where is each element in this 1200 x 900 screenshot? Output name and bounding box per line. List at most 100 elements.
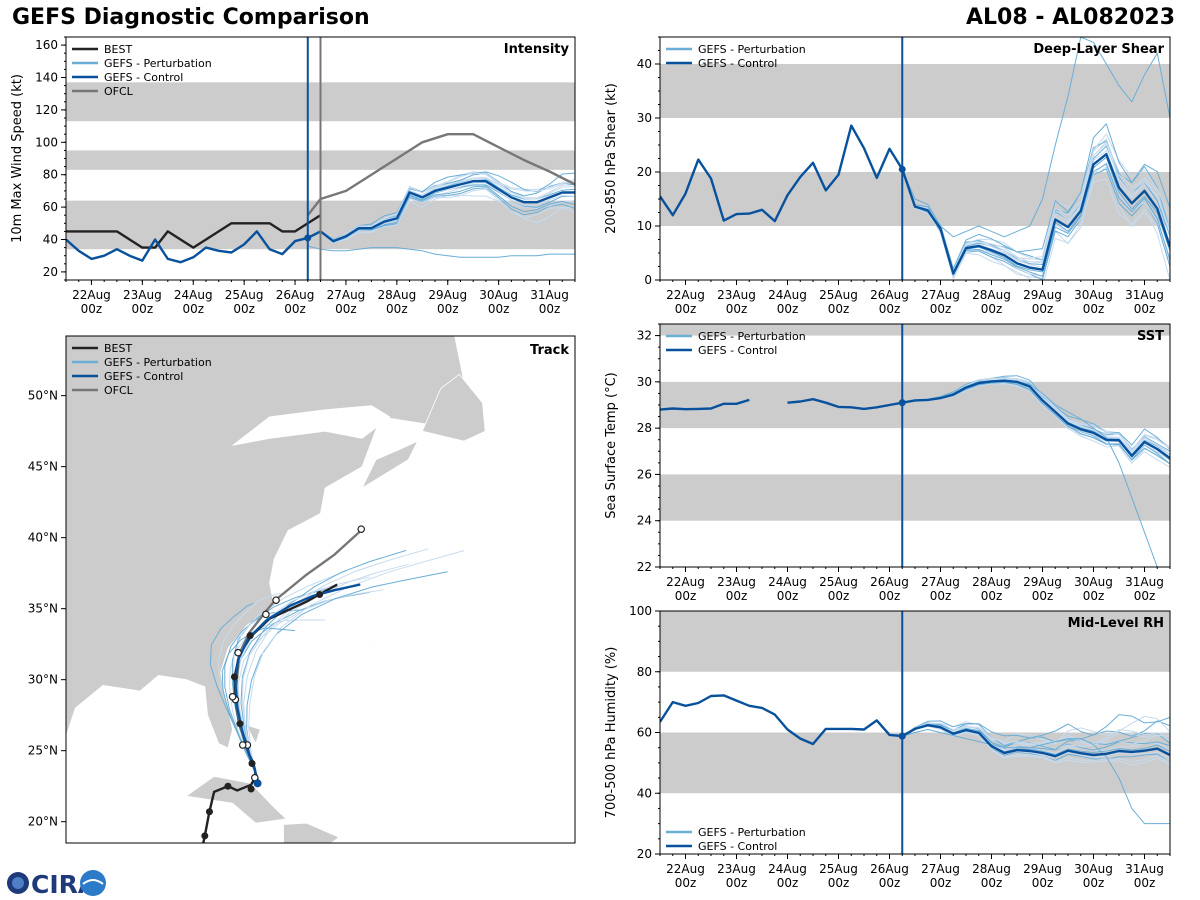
- ensemble-member-line: [307, 177, 575, 241]
- band-0: [660, 172, 1170, 226]
- y-tick-label: 30: [637, 111, 652, 125]
- x-tick-label: 25Aug: [225, 288, 264, 302]
- init-marker: [898, 732, 906, 740]
- x-tick-label: 00z: [726, 589, 748, 603]
- plot-frame: [659, 610, 1171, 855]
- x-tick-label: 23Aug: [717, 288, 756, 302]
- panel-sst: 22242628303222Aug00z23Aug00z24Aug00z25Au…: [604, 323, 1171, 603]
- band-1: [66, 150, 575, 170]
- ensemble-track-line: [248, 550, 465, 784]
- control-track-line: [234, 583, 361, 784]
- x-tick-label: 00z: [777, 876, 799, 890]
- ensemble-member-line: [902, 724, 1170, 755]
- panel-title: Deep-Layer Shear: [1033, 42, 1164, 57]
- best-track-point: [205, 808, 213, 816]
- best-track-point: [246, 632, 254, 640]
- panel-title: Intensity: [504, 42, 570, 57]
- x-tick-label: 24Aug: [768, 575, 807, 589]
- ensemble-member-line: [307, 194, 575, 244]
- best-track-point: [230, 673, 238, 681]
- ensemble-member-line: [902, 723, 1170, 750]
- ensemble-member-line: [901, 153, 1170, 274]
- ensemble-track-line: [236, 591, 370, 784]
- y-tick-label: 26: [637, 467, 652, 481]
- band-0: [660, 732, 1170, 794]
- ensemble-track-line: [246, 571, 448, 784]
- x-tick-label: 00z: [1083, 589, 1105, 603]
- x-tick-label: 00z: [777, 302, 799, 316]
- ensemble-track-line: [240, 549, 407, 784]
- ensemble-member-line: [902, 379, 1170, 456]
- plot-frame: [65, 335, 576, 844]
- x-tick-label: 24Aug: [768, 288, 807, 302]
- ensemble-track-line: [231, 585, 337, 784]
- ensemble-member-line: [901, 150, 1170, 273]
- panel-title: Track: [530, 343, 569, 358]
- ensemble-track-line: [233, 570, 347, 784]
- best-track-point: [247, 785, 255, 793]
- ensemble-track-line: [209, 602, 259, 784]
- x-tick-label: 00z: [828, 302, 850, 316]
- x-tick-label: 26Aug: [276, 288, 315, 302]
- x-tick-label: 25Aug: [819, 288, 858, 302]
- ensemble-member-line: [902, 724, 1170, 754]
- hispaniola-land: [283, 822, 340, 843]
- ensemble-member-line: [902, 729, 1170, 825]
- x-tick-label: 00z: [233, 302, 255, 316]
- ensemble-track-line: [243, 548, 429, 784]
- series-line-gefs-control: [660, 124, 1170, 275]
- ensemble-track-line: [221, 627, 296, 784]
- ensemble-member-line: [902, 722, 1170, 744]
- ensemble-member-line: [902, 383, 1170, 465]
- ofcl-track-point: [250, 773, 259, 782]
- ensemble-member-line: [901, 143, 1170, 273]
- x-tick-label: 00z: [930, 589, 952, 603]
- x-tick-label: 00z: [386, 302, 408, 316]
- ensemble-member-line: [901, 169, 1170, 280]
- ensemble-member-line: [902, 380, 1158, 567]
- band-1: [660, 64, 1170, 118]
- bahamas-land: [245, 724, 261, 745]
- x-tick-label: 00z: [1032, 302, 1054, 316]
- legend-label: GEFS - Control: [104, 370, 183, 383]
- x-tick-label: 25Aug: [819, 862, 858, 876]
- x-tick-label: 00z: [335, 302, 357, 316]
- x-tick-label: 00z: [1032, 876, 1054, 890]
- x-tick-label: 00z: [879, 589, 901, 603]
- ensemble-member-line: [902, 725, 1170, 759]
- ensemble-member-line: [902, 722, 1170, 746]
- best-track-point: [224, 782, 232, 790]
- legend-label: OFCL: [104, 85, 134, 98]
- x-tick-label: 28Aug: [972, 288, 1011, 302]
- best-track-point: [236, 720, 244, 728]
- ensemble-member-line: [902, 375, 1170, 450]
- ensemble-member-line: [307, 184, 575, 243]
- x-tick-label: 00z: [981, 302, 1003, 316]
- y-axis-label: 700-500 hPa Humidity (%): [604, 647, 619, 819]
- nova-scotia-land: [361, 440, 419, 490]
- lat-tick-label: 45°N: [28, 460, 58, 474]
- plot-frame: [65, 36, 576, 281]
- best-track-point: [248, 759, 256, 767]
- x-tick-label: 00z: [81, 302, 103, 316]
- legend-label: GEFS - Perturbation: [104, 356, 212, 369]
- x-tick-label: 30Aug: [479, 288, 518, 302]
- y-tick-label: 80: [43, 168, 58, 182]
- north-america-land: [66, 336, 465, 843]
- ensemble-track-line: [224, 609, 304, 784]
- ensemble-member-line: [902, 724, 1170, 757]
- y-tick-label: 0: [644, 273, 652, 287]
- y-tick-label: 120: [35, 103, 58, 117]
- x-tick-label: 00z: [182, 302, 204, 316]
- y-tick-label: 32: [637, 329, 652, 343]
- ensemble-member-line: [901, 123, 1170, 270]
- ensemble-member-line: [901, 156, 1170, 276]
- best-track-point: [201, 832, 209, 840]
- ensemble-member-line: [901, 145, 1170, 272]
- ofcl-track-point: [357, 525, 366, 533]
- x-tick-label: 27Aug: [921, 575, 960, 589]
- x-tick-label: 00z: [879, 876, 901, 890]
- series-line-gefs-control: [660, 694, 1170, 758]
- legend-label: GEFS - Perturbation: [698, 43, 806, 56]
- x-tick-label: 00z: [981, 589, 1003, 603]
